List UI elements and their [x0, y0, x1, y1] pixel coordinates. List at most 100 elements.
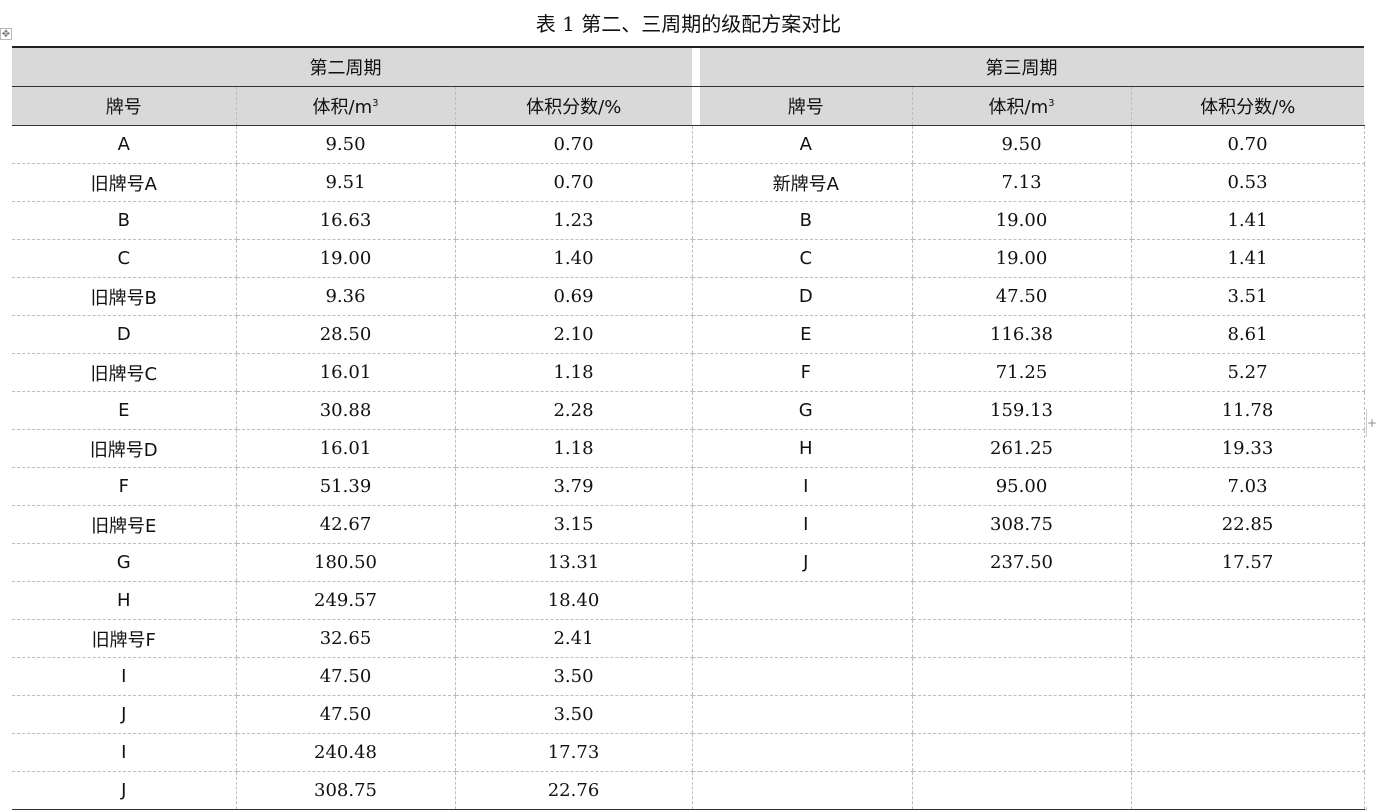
right-cell-volume: 308.75 — [911, 505, 1131, 544]
row-gap — [691, 733, 700, 772]
left-cell-volume: 30.88 — [235, 391, 455, 430]
row-gap — [691, 429, 700, 468]
column-header-volume: 体积/m3 — [911, 86, 1131, 126]
right-cell-volume-fraction: 19.33 — [1130, 429, 1365, 468]
table-row: H 249.57 18.40 — [12, 581, 1365, 620]
right-cell-volume-fraction — [1130, 619, 1365, 658]
left-cell-brand: C — [12, 239, 236, 278]
right-cell-volume-fraction: 17.57 — [1130, 543, 1365, 582]
right-cell-volume-fraction: 1.41 — [1130, 239, 1365, 278]
right-cell-volume-fraction — [1130, 771, 1365, 810]
right-cell-brand: I — [700, 467, 912, 506]
left-cell-volume: 16.01 — [235, 429, 455, 468]
right-cell-brand — [700, 581, 912, 620]
table-row: 旧牌号C 16.01 1.18 F 71.25 5.27 — [12, 353, 1365, 392]
right-cell-volume: 159.13 — [911, 391, 1131, 430]
left-cell-volume: 240.48 — [235, 733, 455, 772]
table-row: G 180.50 13.31 J 237.50 17.57 — [12, 543, 1365, 582]
right-cell-volume-fraction: 8.61 — [1130, 315, 1365, 354]
table-row: 旧牌号A 9.51 0.70 新牌号A 7.13 0.53 — [12, 163, 1365, 202]
right-cell-volume: 47.50 — [911, 277, 1131, 316]
left-cell-brand: D — [12, 315, 236, 354]
right-cell-volume-fraction: 7.03 — [1130, 467, 1365, 506]
table-row: I 47.50 3.50 — [12, 657, 1365, 696]
left-cell-volume-fraction: 1.18 — [454, 353, 692, 392]
table-row: C 19.00 1.40 C 19.00 1.41 — [12, 239, 1365, 278]
left-cell-brand: E — [12, 391, 236, 430]
right-cell-brand: A — [700, 125, 912, 164]
row-gap — [691, 619, 700, 658]
right-cell-brand — [700, 771, 912, 810]
table-resize-handle-icon[interactable]: ⌟ — [1364, 802, 1368, 811]
right-cell-volume: 95.00 — [911, 467, 1131, 506]
row-gap — [691, 239, 700, 278]
group-header-third-cycle: 第三周期 — [912, 46, 1131, 87]
table-row: J 47.50 3.50 — [12, 695, 1365, 734]
table-row: 旧牌号E 42.67 3.15 I 308.75 22.85 — [12, 505, 1365, 544]
row-gap — [691, 771, 700, 810]
left-cell-brand: F — [12, 467, 236, 506]
group-spacer — [1131, 46, 1364, 87]
right-cell-volume: 19.00 — [911, 201, 1131, 240]
table-row: B 16.63 1.23 B 19.00 1.41 — [12, 201, 1365, 240]
right-cell-volume-fraction: 1.41 — [1130, 201, 1365, 240]
right-cell-brand: G — [700, 391, 912, 430]
right-cell-volume: 261.25 — [911, 429, 1131, 468]
left-cell-volume-fraction: 1.23 — [454, 201, 692, 240]
right-cell-brand: E — [700, 315, 912, 354]
group-spacer — [455, 46, 692, 87]
right-cell-volume-fraction — [1130, 657, 1365, 696]
group-spacer — [700, 46, 912, 87]
left-cell-volume: 9.50 — [235, 125, 455, 164]
right-cell-volume: 19.00 — [911, 239, 1131, 278]
left-cell-volume-fraction: 18.40 — [454, 581, 692, 620]
left-cell-brand: 旧牌号B — [12, 277, 236, 316]
right-cell-volume — [911, 695, 1131, 734]
left-cell-brand: A — [12, 125, 236, 164]
row-gap — [691, 657, 700, 696]
table-row: E 30.88 2.28 G 159.13 11.78 — [12, 391, 1365, 430]
table-row: A 9.50 0.70 A 9.50 0.70 — [12, 125, 1365, 164]
right-cell-volume — [911, 733, 1131, 772]
left-cell-volume: 9.36 — [235, 277, 455, 316]
right-cell-volume: 116.38 — [911, 315, 1131, 354]
row-gap — [691, 277, 700, 316]
left-cell-volume-fraction: 3.50 — [454, 657, 692, 696]
left-cell-brand: 旧牌号E — [12, 505, 236, 544]
right-cell-brand: H — [700, 429, 912, 468]
left-cell-volume-fraction: 2.28 — [454, 391, 692, 430]
table-move-handle-icon[interactable]: ✥ — [0, 28, 12, 40]
right-cell-volume-fraction — [1130, 581, 1365, 620]
table-row: 旧牌号F 32.65 2.41 — [12, 619, 1365, 658]
left-cell-volume-fraction: 2.10 — [454, 315, 692, 354]
row-gap — [691, 353, 700, 392]
left-cell-volume-fraction: 2.41 — [454, 619, 692, 658]
left-cell-brand: 旧牌号A — [12, 163, 236, 202]
right-cell-volume-fraction — [1130, 695, 1365, 734]
left-cell-brand: 旧牌号F — [12, 619, 236, 658]
left-cell-volume-fraction: 22.76 — [454, 771, 692, 810]
table-row: 旧牌号D 16.01 1.18 H 261.25 19.33 — [12, 429, 1365, 468]
left-cell-volume: 51.39 — [235, 467, 455, 506]
left-cell-brand: G — [12, 543, 236, 582]
column-header-volume-fraction: 体积分数/% — [454, 86, 692, 126]
insert-column-handle-icon[interactable]: + — [1366, 409, 1377, 437]
left-cell-brand: H — [12, 581, 236, 620]
left-cell-volume: 9.51 — [235, 163, 455, 202]
row-gap — [691, 315, 700, 354]
table-row: F 51.39 3.79 I 95.00 7.03 — [12, 467, 1365, 506]
right-cell-volume — [911, 657, 1131, 696]
right-cell-brand: I — [700, 505, 912, 544]
column-header-brand: 牌号 — [12, 86, 236, 126]
left-cell-volume-fraction: 0.70 — [454, 163, 692, 202]
right-cell-volume — [911, 771, 1131, 810]
left-cell-volume: 16.63 — [235, 201, 455, 240]
left-cell-volume: 47.50 — [235, 657, 455, 696]
right-cell-brand — [700, 695, 912, 734]
table-row: J 308.75 22.76 — [12, 771, 1365, 810]
row-gap — [691, 163, 700, 202]
grading-comparison-table: 第二周期 第三周期 牌号 体积/m3 体积分数/% 牌号 体积/m3 体积分数/… — [12, 46, 1365, 810]
right-cell-volume: 237.50 — [911, 543, 1131, 582]
right-cell-volume-fraction: 5.27 — [1130, 353, 1365, 392]
right-cell-volume-fraction: 3.51 — [1130, 277, 1365, 316]
